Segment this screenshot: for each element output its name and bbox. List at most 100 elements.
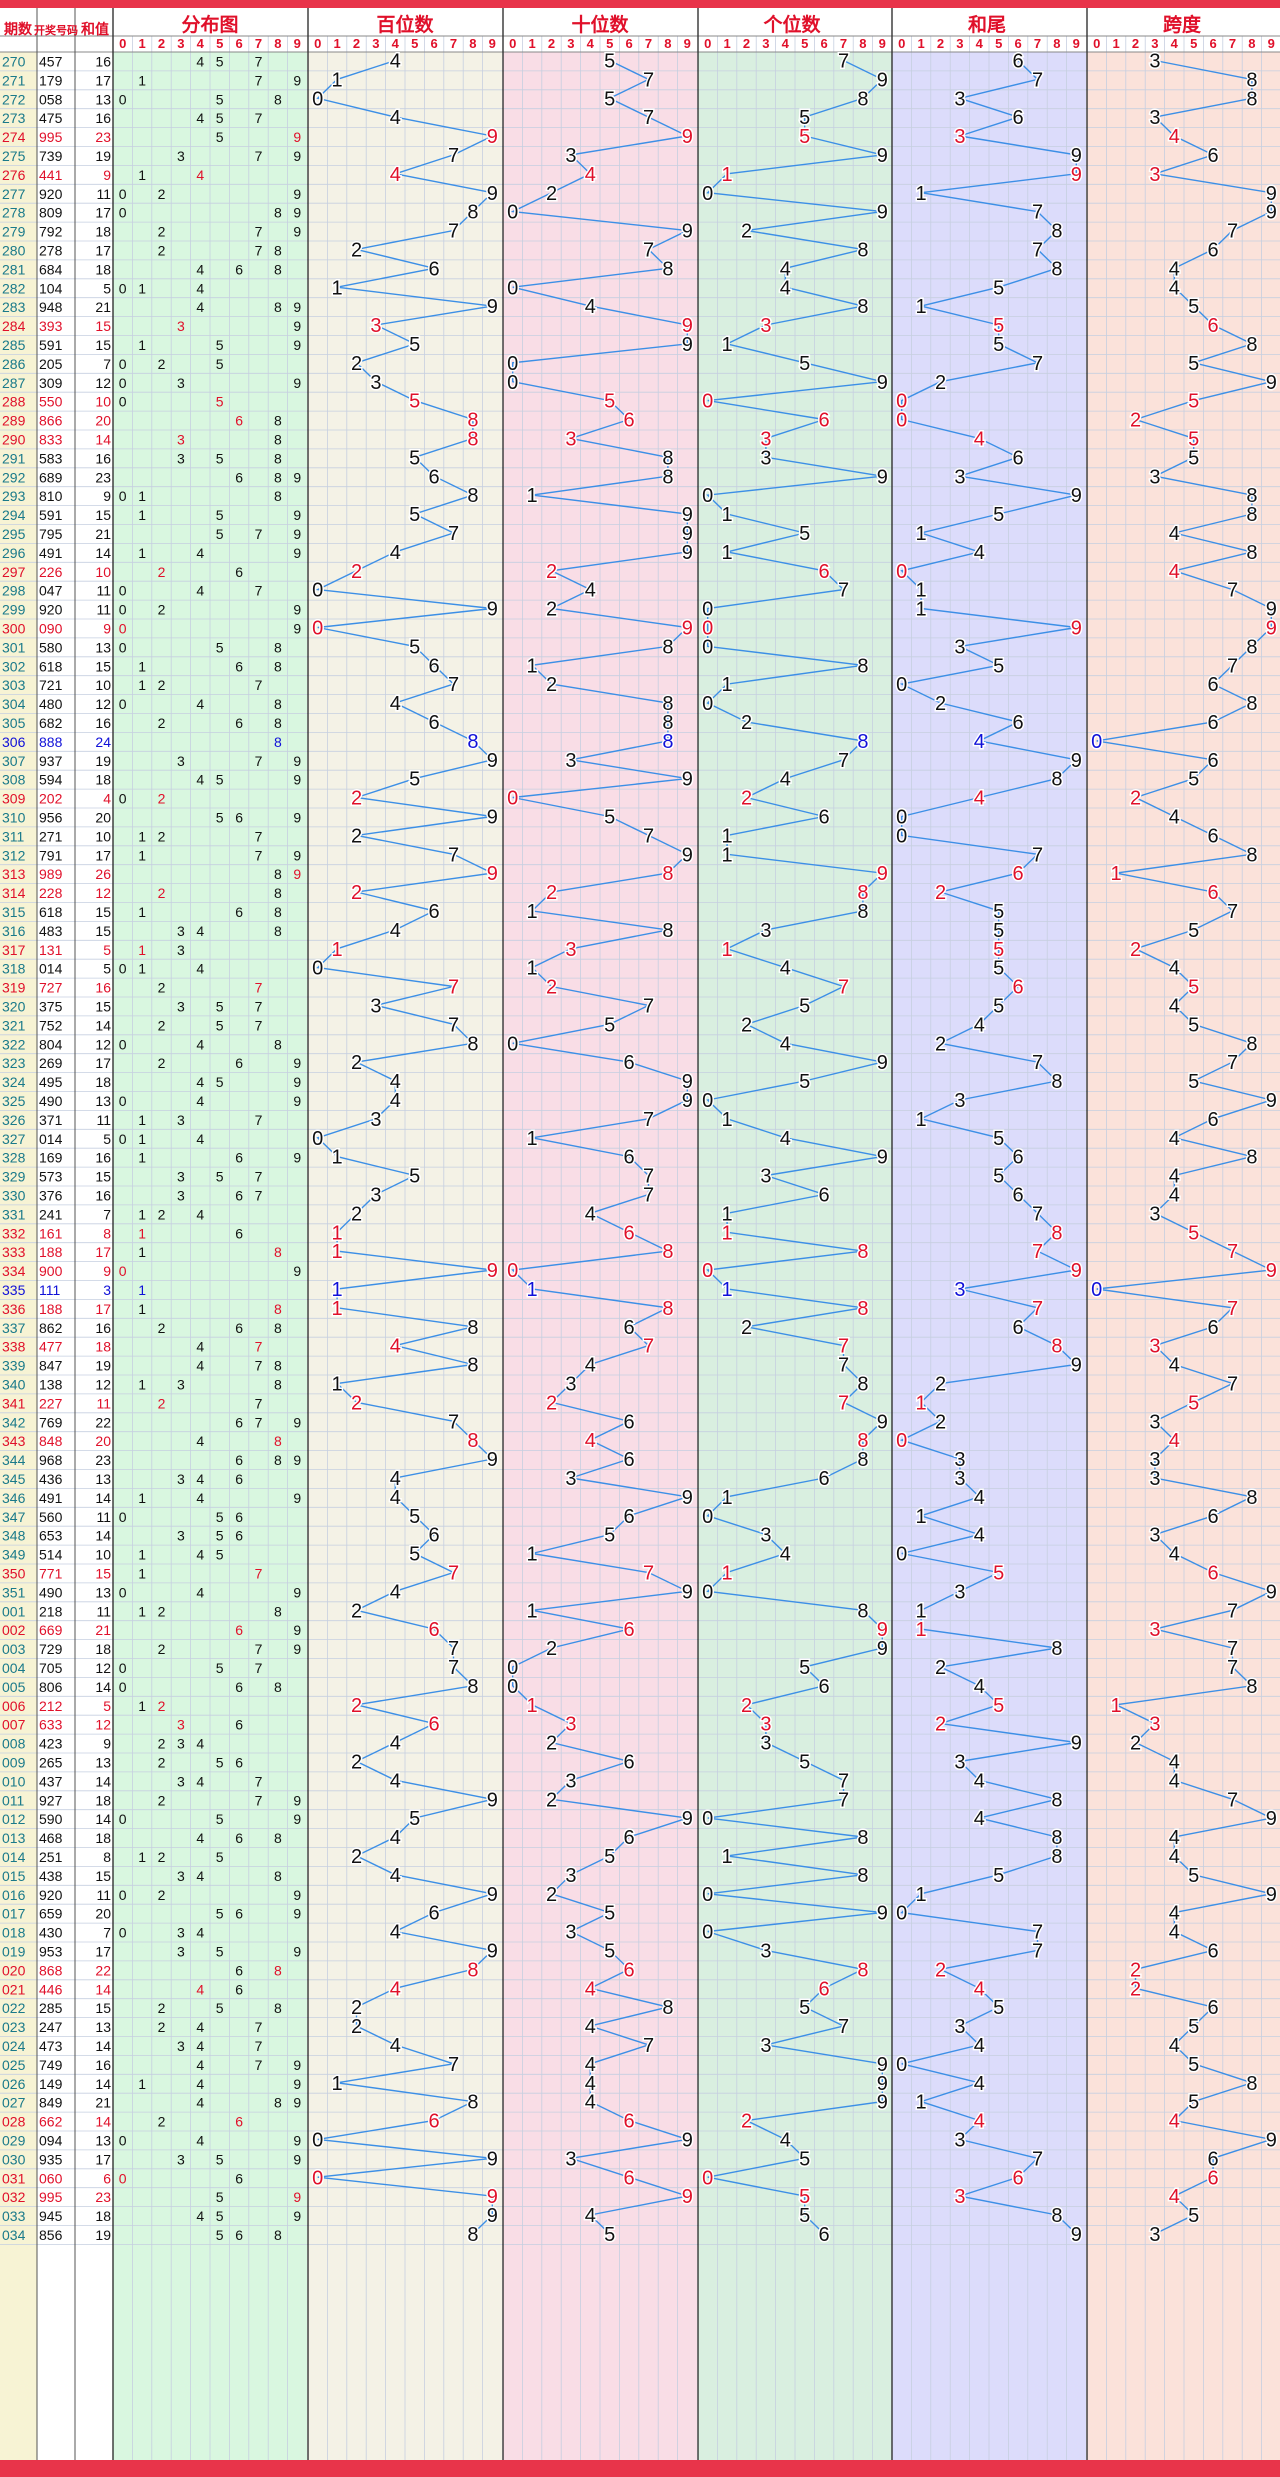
sum-tail-point: 2	[935, 1033, 946, 1055]
period-cell: 285	[2, 337, 26, 353]
hundreds-point: 0	[312, 2167, 323, 2189]
period-cell: 333	[2, 1244, 26, 1260]
sum-tail-point: 9	[1071, 145, 1082, 167]
sum-tail-point: 0	[896, 1903, 907, 1925]
distribution-mark: 7	[255, 1773, 263, 1789]
distribution-mark: 7	[255, 110, 263, 126]
tens-point: 5	[604, 806, 615, 828]
tens-point: 9	[682, 315, 693, 337]
span-point: 4	[1169, 258, 1180, 280]
sum-cell: 5	[103, 1698, 111, 1714]
distribution-mark: 8	[274, 696, 282, 712]
number-cell: 749	[39, 2057, 63, 2073]
digit-label-hundreds: 6	[430, 36, 437, 51]
distribution-mark: 8	[274, 658, 282, 674]
span-point: 7	[1227, 1600, 1238, 1622]
sum-tail-point: 8	[1051, 2205, 1062, 2227]
span-point: 3	[1149, 164, 1160, 186]
digit-label-dist: 6	[235, 36, 242, 51]
hundreds-point: 3	[370, 372, 381, 394]
distribution-mark: 9	[293, 1490, 301, 1506]
hundreds-point: 8	[467, 1033, 478, 1055]
tens-point: 3	[565, 1865, 576, 1887]
distribution-mark: 1	[138, 942, 146, 958]
digit-label-tens: 9	[684, 36, 691, 51]
number-cell: 468	[39, 1830, 63, 1846]
distribution-mark: 5	[216, 91, 224, 107]
period-cell: 025	[2, 2057, 26, 2073]
distribution-mark: 4	[196, 772, 204, 788]
sum-tail-point: 4	[974, 542, 985, 564]
number-cell: 948	[39, 299, 63, 315]
distribution-mark: 0	[119, 1660, 127, 1676]
period-cell: 294	[2, 507, 26, 523]
hundreds-point: 9	[487, 750, 498, 772]
number-cell: 094	[39, 2132, 63, 2148]
sum-tail-point: 3	[954, 466, 965, 488]
sum-cell: 21	[95, 299, 111, 315]
distribution-mark: 8	[274, 1962, 282, 1978]
units-point: 9	[877, 2054, 888, 2076]
distribution-mark: 1	[138, 1490, 146, 1506]
units-point: 5	[799, 995, 810, 1017]
digit-label-tens: 6	[625, 36, 632, 51]
sum-tail-point: 0	[896, 1544, 907, 1566]
distribution-mark: 5	[216, 1547, 224, 1563]
period-cell: 344	[2, 1452, 26, 1468]
sum-tail-point: 3	[954, 2129, 965, 2151]
sum-tail-point: 8	[1051, 221, 1062, 243]
distribution-mark: 8	[274, 2227, 282, 2243]
distribution-mark: 0	[119, 375, 127, 391]
distribution-mark: 9	[293, 2057, 301, 2073]
distribution-mark: 6	[235, 1830, 243, 1846]
sum-cell: 14	[95, 1981, 111, 1997]
tens-point: 7	[643, 1336, 654, 1358]
header-span: 跨度	[1163, 13, 1202, 36]
distribution-mark: 4	[196, 261, 204, 277]
sum-tail-point: 6	[1013, 1147, 1024, 1169]
number-cell: 441	[39, 167, 63, 183]
sum-cell: 16	[95, 715, 111, 731]
digit-label-span: 5	[1190, 36, 1197, 51]
sum-tail-point: 0	[896, 1430, 907, 1452]
hundreds-point: 4	[390, 1770, 401, 1792]
sum-tail-point: 8	[1051, 1846, 1062, 1868]
period-cell: 030	[2, 2151, 26, 2167]
period-cell: 012	[2, 1811, 26, 1827]
hundreds-point: 7	[448, 844, 459, 866]
period-cell: 314	[2, 885, 26, 901]
period-cell: 031	[2, 2170, 26, 2186]
period-cell: 340	[2, 1376, 26, 1392]
distribution-mark: 4	[196, 1736, 204, 1752]
distribution-mark: 9	[293, 72, 301, 88]
hundreds-point: 6	[429, 1903, 440, 1925]
distribution-mark: 2	[158, 791, 166, 807]
distribution-mark: 9	[293, 299, 301, 315]
sum-cell: 13	[95, 2132, 111, 2148]
units-point: 9	[877, 1903, 888, 1925]
distribution-mark: 1	[138, 677, 146, 693]
distribution-mark: 5	[216, 526, 224, 542]
distribution-mark: 1	[138, 507, 146, 523]
sum-tail-point: 5	[993, 334, 1004, 356]
tens-point: 6	[624, 1449, 635, 1471]
hundreds-point: 3	[370, 1184, 381, 1206]
distribution-mark: 9	[293, 2132, 301, 2148]
hundreds-point: 0	[312, 958, 323, 980]
sum-cell: 12	[95, 1717, 111, 1733]
distribution-mark: 4	[196, 2076, 204, 2092]
distribution-mark: 7	[255, 53, 263, 69]
units-point: 0	[702, 485, 713, 507]
units-point: 4	[780, 1544, 791, 1566]
tens-point: 4	[585, 2205, 596, 2227]
units-point: 3	[760, 920, 771, 942]
distribution-mark: 3	[177, 1717, 185, 1733]
period-cell: 002	[2, 1622, 26, 1638]
sum-cell: 22	[95, 1962, 111, 1978]
distribution-mark: 3	[177, 450, 185, 466]
number-cell: 810	[39, 488, 63, 504]
hundreds-point: 3	[370, 315, 381, 337]
units-point: 0	[702, 183, 713, 205]
sum-tail-point: 0	[896, 2054, 907, 2076]
span-point: 1	[1111, 1695, 1122, 1717]
